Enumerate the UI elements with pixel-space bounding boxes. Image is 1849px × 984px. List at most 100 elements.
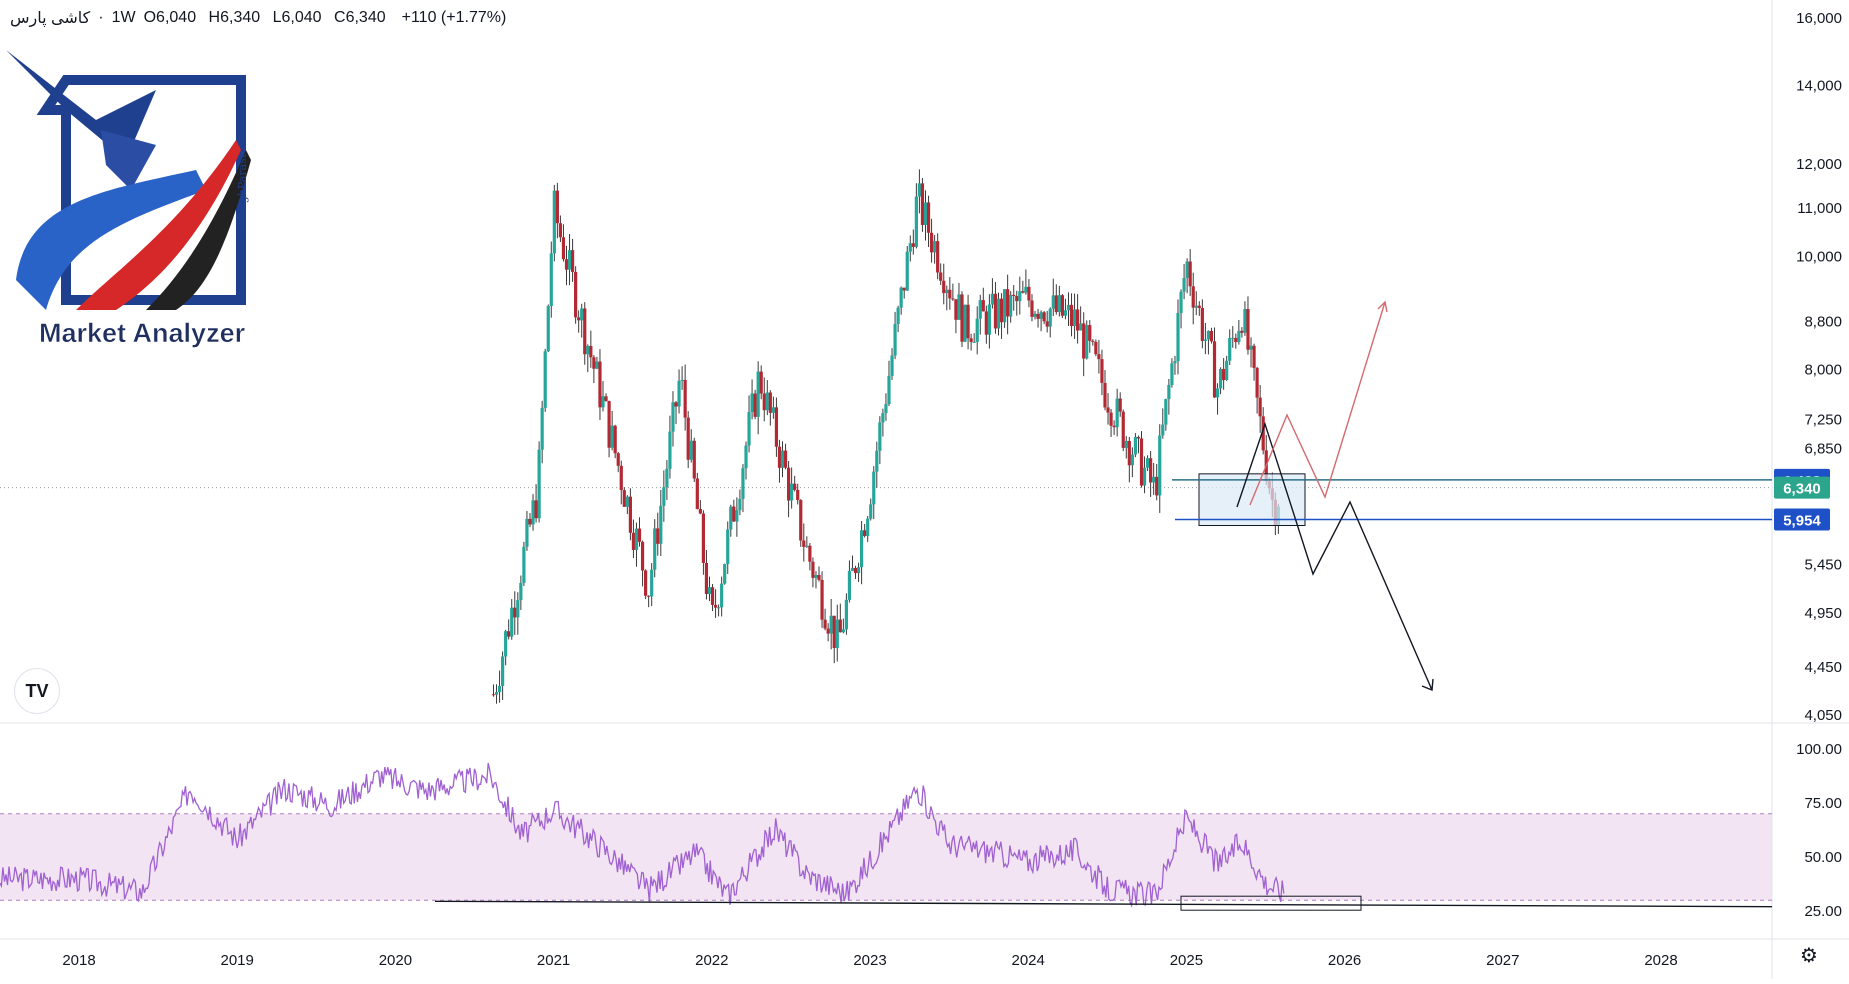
candle-down [799,500,803,541]
candle-down [507,631,511,637]
candle-up [893,324,897,356]
candle-down [1091,340,1095,342]
candle-down [643,570,648,596]
candle-up [1243,309,1247,333]
candle-up [917,183,922,197]
candle-down [695,478,699,509]
candle-up [689,440,693,460]
time-tick-label: 2025 [1170,952,1203,969]
candle-up [497,685,502,693]
candle-down [1076,309,1080,331]
legend-high: 6,340 [220,9,261,26]
candle-down [656,528,660,544]
candle-down [793,483,797,490]
candle-up [1231,337,1235,339]
candle-up [933,241,937,253]
candle-down [1255,367,1259,398]
candle-down [1222,368,1226,381]
candle-up [726,529,730,565]
candle-up [905,251,909,291]
settings-gear-icon[interactable]: ⚙ [1800,944,1818,967]
candle-down [1234,337,1238,343]
candle-up [610,425,614,448]
projection-up-arrowhead [1377,300,1388,313]
candle-up [1115,398,1119,428]
candle-down [1094,341,1098,355]
candle-up [601,396,605,408]
rsi-band [0,813,1772,901]
candle-up [1051,295,1055,309]
candle-up [1194,305,1198,308]
candle-up [1039,312,1043,319]
candle-down [1155,476,1159,496]
price-tick-label: 7,250 [1804,412,1842,429]
candle-up [1085,325,1089,359]
time-tick-label: 2027 [1486,952,1519,969]
legend-interval[interactable]: 1W [111,9,136,26]
legend-low-label: L [272,9,282,26]
time-tick-label: 2021 [537,952,570,969]
time-tick-label: 2018 [62,952,95,969]
candle-up [1179,291,1183,313]
candle-up [1048,308,1052,327]
candle-up [899,287,903,308]
candle-down [528,518,532,525]
candle-up [586,345,590,355]
candle-down [1021,291,1025,293]
logo-eagle-wing [6,50,156,160]
candle-up [972,341,976,343]
candle-down [619,465,623,491]
candle-up [829,615,833,634]
candle-up [1072,309,1077,327]
candle-down [774,407,779,447]
candle-up [543,351,547,408]
tradingview-logo[interactable]: TV [14,668,60,714]
rsi-tick-label: 100.00 [1796,741,1842,758]
price-tag-6340 [1774,476,1830,499]
candle-down [783,450,788,468]
candle-down [1012,294,1016,297]
candle-down [832,615,836,649]
candle-down [631,532,636,550]
candle-up [1145,458,1150,468]
candle-up [494,692,499,695]
candle-up [1133,436,1138,455]
candle-up [580,308,584,321]
candle-up [923,202,928,225]
candle-down [966,304,970,339]
candle-up [1237,330,1241,343]
candle-up [677,380,681,407]
candle-up [978,300,982,319]
candle-down [1045,321,1049,327]
candle-down [1060,295,1064,316]
candle-up [729,506,733,530]
candle-up [552,190,556,254]
candle-up [814,575,818,578]
candle-down [1127,440,1131,466]
legend-high-label: H [208,9,221,26]
candle-down [942,280,946,294]
candle-up [741,468,745,499]
rsi-tick-label: 25.00 [1804,903,1842,920]
candle-up [1225,360,1229,381]
candle-up [653,528,657,570]
candle-down [777,446,782,468]
candle-down [817,575,821,580]
candle-down [683,379,687,418]
logo-title: Market Analyzer [39,318,246,348]
price-tick-label: 8,800 [1804,313,1842,330]
candle-down [863,530,867,537]
candle-down [686,417,690,460]
candle-down [1191,286,1195,308]
candle-up [884,404,888,414]
candle-up [945,289,949,294]
legend-symbol[interactable]: کاشی پارس [10,10,91,27]
candle-up [525,518,529,547]
legend-open-label: O [143,9,157,26]
candle-down [808,545,812,562]
legend-open: 6,040 [156,9,197,26]
candle-down [692,440,696,479]
candle-down [637,528,642,542]
